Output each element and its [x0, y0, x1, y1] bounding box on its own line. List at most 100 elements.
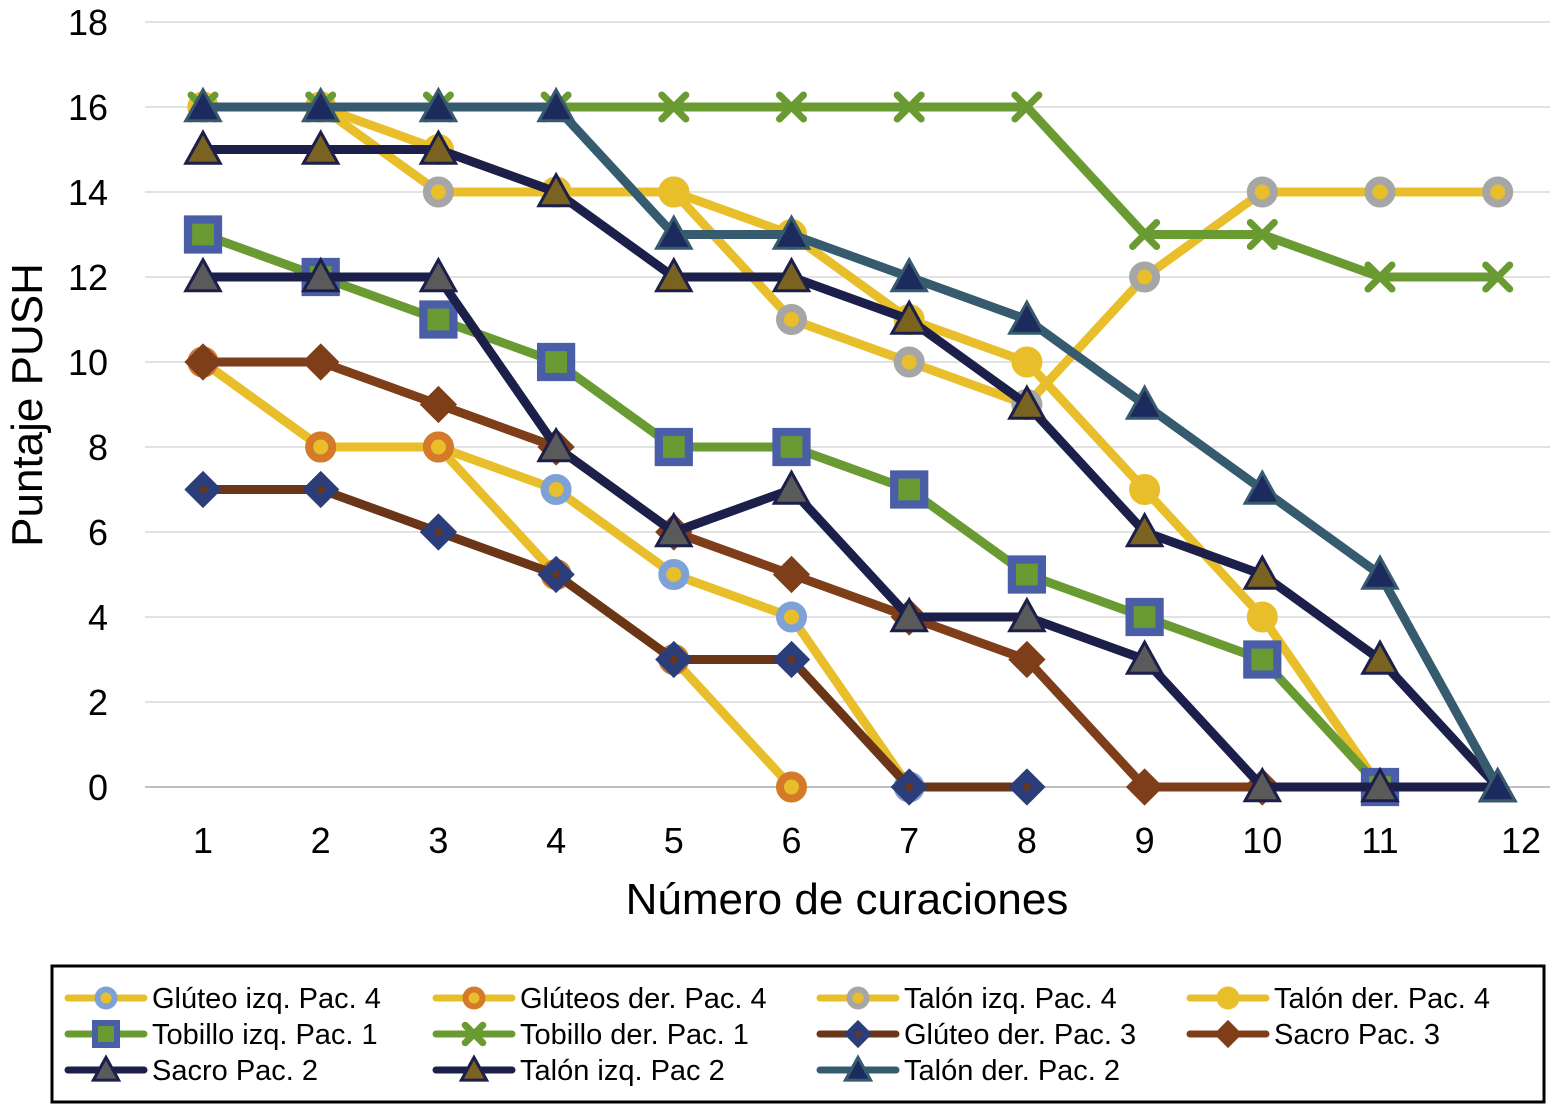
series-7 [184, 470, 1046, 806]
data-point [1124, 384, 1165, 420]
y-axis-title: Puntaje PUSH [3, 263, 52, 547]
data-point-center [784, 312, 799, 327]
data-point [461, 1021, 487, 1047]
data-point [654, 427, 693, 467]
data-point [1360, 766, 1400, 803]
data-point-center [787, 655, 796, 664]
legend-label: Glúteo der. Pac. 3 [904, 1019, 1136, 1051]
data-point [1124, 511, 1165, 548]
legend-label: Talón izq. Pac 2 [520, 1055, 725, 1087]
data-point-center [430, 184, 446, 200]
data-point-center [468, 992, 480, 1004]
data-point [1482, 261, 1514, 293]
data-point-center [430, 439, 446, 455]
data-point [889, 596, 929, 633]
data-point [1360, 554, 1400, 590]
series-line [198, 102, 1503, 792]
legend-item: Glúteo izq. Pac. 4 [64, 983, 381, 1015]
data-point [536, 86, 576, 123]
y-tick-label: 8 [88, 427, 108, 468]
x-axis-title: Número de curaciones [626, 875, 1069, 924]
legend-label: Talón der. Pac. 2 [904, 1055, 1120, 1087]
x-axis-ticks: 1 2 3 4 5 6 7 8 9 10 11 12 [193, 820, 1541, 861]
series-line [198, 357, 796, 792]
data-point [771, 214, 812, 250]
x-tick-label: 4 [546, 820, 566, 861]
data-point [91, 1019, 121, 1049]
data-point [654, 511, 694, 548]
data-point-center [100, 992, 112, 1004]
data-point [1007, 555, 1047, 594]
legend-frame [50, 964, 1546, 1104]
x-tick-label: 3 [428, 820, 448, 861]
data-point-center [670, 655, 678, 664]
legend-label: Glúteo izq. Pac. 4 [152, 983, 381, 1015]
series-5 [183, 215, 1400, 807]
data-point [183, 256, 223, 293]
data-point [771, 469, 812, 505]
data-point-center [548, 482, 564, 497]
data-point [183, 129, 223, 165]
data-point [1007, 384, 1047, 420]
data-point-center [1140, 783, 1149, 791]
data-point [536, 171, 576, 208]
legend-label: Talón izq. Pac. 4 [904, 983, 1117, 1015]
data-point [1125, 597, 1164, 637]
series-line [198, 272, 1503, 792]
x-tick-label: 6 [781, 820, 801, 861]
data-point [658, 91, 690, 123]
data-point-center [666, 567, 682, 582]
data-point [1243, 640, 1282, 679]
data-point [1360, 639, 1400, 675]
data-point-center [316, 358, 325, 366]
data-point [1007, 596, 1047, 633]
data-point-center [1137, 269, 1153, 285]
legend-label: Tobillo der. Pac. 1 [520, 1019, 749, 1051]
data-point [1364, 261, 1396, 293]
data-point [889, 256, 929, 293]
data-point-center [901, 354, 917, 370]
data-point [418, 256, 459, 293]
data-point-center [1222, 992, 1234, 1004]
data-point-center [1372, 184, 1388, 200]
legend: Glúteo izq. Pac. 4 Glúteos der. Pac. 4 Tal… [50, 964, 1546, 1104]
data-point-center [316, 485, 325, 494]
data-point [300, 129, 341, 165]
data-point-center [1137, 482, 1153, 497]
data-point-center [434, 528, 443, 536]
data-point [1477, 766, 1518, 803]
data-point [1242, 766, 1283, 803]
data-point-center [1225, 1031, 1231, 1037]
series-2 [187, 346, 807, 803]
data-point-center [313, 439, 329, 455]
series-line [198, 357, 1267, 792]
data-point [654, 256, 694, 293]
data-point-center [552, 570, 560, 579]
data-point-center [666, 184, 682, 200]
y-tick-label: 18 [68, 2, 108, 43]
data-point [893, 91, 925, 123]
data-point-center [1023, 783, 1031, 791]
y-tick-label: 12 [68, 257, 108, 298]
x-tick-label: 5 [664, 820, 684, 861]
data-point [1007, 299, 1047, 335]
series-11 [183, 86, 1518, 803]
data-point [1129, 219, 1161, 250]
data-point [1011, 91, 1043, 123]
y-axis-ticks: 0 2 4 6 8 10 12 14 16 18 [68, 2, 108, 808]
legend-item: Talón der. Pac. 2 [816, 1054, 1120, 1087]
legend-item: Talón izq. Pac. 4 [816, 983, 1117, 1015]
legend-label: Talón der. Pac. 4 [1274, 983, 1490, 1015]
y-tick-label: 0 [88, 767, 108, 808]
legend-item: Glúteo der. Pac. 3 [816, 1019, 1136, 1051]
data-point-center [784, 609, 799, 625]
data-point-center [1254, 609, 1270, 625]
y-tick-label: 2 [88, 682, 108, 723]
legend-item: Tobillo izq. Pac. 1 [64, 1019, 378, 1051]
data-point-center [1254, 184, 1270, 200]
data-point [889, 299, 929, 335]
data-point-center [855, 1031, 861, 1037]
series-8 [184, 343, 1281, 806]
data-point [536, 342, 576, 382]
data-point [654, 214, 694, 250]
